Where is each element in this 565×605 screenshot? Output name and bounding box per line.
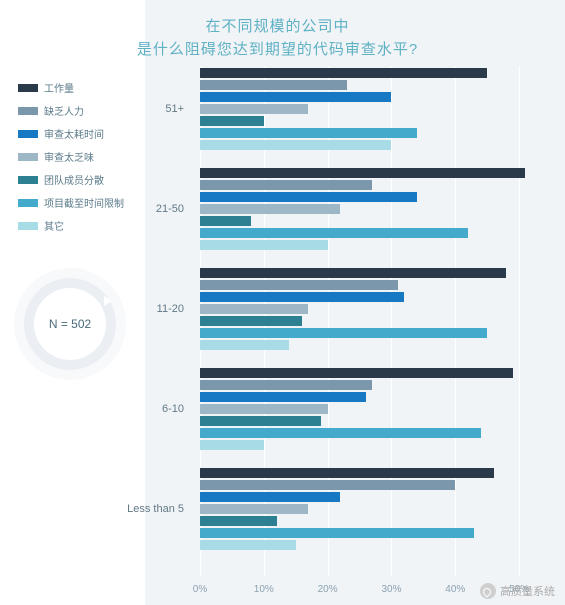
bar [200, 140, 391, 150]
n-badge: N = 502 [34, 288, 106, 360]
x-tick-label: 40% [445, 584, 465, 595]
bar [200, 128, 417, 138]
bar [200, 228, 468, 238]
legend-item: 团队成员分散 [18, 172, 124, 187]
bar [200, 428, 481, 438]
legend-item: 其它 [18, 218, 124, 233]
bar [200, 540, 296, 550]
legend-item: 审查太乏味 [18, 149, 124, 164]
bar [200, 340, 289, 350]
wechat-icon [480, 583, 496, 599]
legend-item: 项目截至时间限制 [18, 195, 124, 210]
bar [200, 416, 321, 426]
x-tick-label: 0% [193, 584, 207, 595]
bar [200, 516, 277, 526]
legend-swatch [18, 107, 38, 115]
bar [200, 440, 264, 450]
bar-group: 11-20 [200, 268, 551, 350]
legend-label: 工作量 [44, 80, 74, 95]
bar [200, 192, 417, 202]
legend-item: 缺乏人力 [18, 103, 124, 118]
n-label: N = 502 [49, 317, 91, 331]
bar [200, 504, 308, 514]
y-tick-label: 11-20 [157, 303, 184, 315]
bar [200, 104, 308, 114]
title-line-1: 在不同规模的公司中 [205, 18, 349, 35]
bar-group: 6-10 [200, 368, 551, 450]
legend-label: 团队成员分散 [44, 172, 104, 187]
legend: 工作量缺乏人力审查太耗时间审查太乏味团队成员分散项目截至时间限制其它 [18, 80, 124, 241]
legend-label: 其它 [44, 218, 64, 233]
bar [200, 328, 487, 338]
bar [200, 468, 494, 478]
legend-item: 审查太耗时间 [18, 126, 124, 141]
legend-swatch [18, 176, 38, 184]
bar [200, 116, 264, 126]
legend-item: 工作量 [18, 80, 124, 95]
x-tick-label: 30% [381, 584, 401, 595]
bar [200, 68, 487, 78]
bar [200, 180, 372, 190]
legend-swatch [18, 153, 38, 161]
x-tick-label: 20% [318, 584, 338, 595]
chart-title: 在不同规模的公司中 是什么阻碍您达到期望的代码审查水平? [0, 16, 555, 61]
bar [200, 80, 347, 90]
legend-label: 缺乏人力 [44, 103, 84, 118]
legend-label: 项目截至时间限制 [44, 195, 124, 210]
bar-group: Less than 5 [200, 468, 551, 550]
legend-swatch [18, 84, 38, 92]
bar [200, 392, 366, 402]
bar [200, 204, 340, 214]
bar [200, 480, 455, 490]
legend-swatch [18, 130, 38, 138]
legend-label: 审查太耗时间 [44, 126, 104, 141]
bar [200, 380, 372, 390]
legend-swatch [18, 222, 38, 230]
bar [200, 280, 398, 290]
legend-swatch [18, 199, 38, 207]
bar [200, 304, 308, 314]
y-tick-label: 51+ [165, 103, 184, 115]
y-tick-label: Less than 5 [127, 503, 184, 515]
bar [200, 268, 506, 278]
chart-plot: 0%10%20%30%40%50%51+21-5011-206-10Less t… [200, 66, 551, 577]
bar [200, 240, 328, 250]
watermark-text: 高质量系统 [500, 583, 555, 599]
watermark: 高质量系统 [480, 583, 555, 599]
bar [200, 492, 340, 502]
legend-label: 审查太乏味 [44, 149, 94, 164]
bar [200, 368, 513, 378]
title-line-2: 是什么阻碍您达到期望的代码审查水平? [137, 41, 418, 58]
bar-group: 51+ [200, 68, 551, 150]
bar [200, 168, 525, 178]
bar-group: 21-50 [200, 168, 551, 250]
y-tick-label: 21-50 [156, 203, 184, 215]
x-tick-label: 10% [254, 584, 274, 595]
bar [200, 316, 302, 326]
bar [200, 292, 404, 302]
y-tick-label: 6-10 [162, 403, 184, 415]
bar [200, 216, 251, 226]
bar [200, 404, 328, 414]
bar [200, 92, 391, 102]
bar [200, 528, 474, 538]
